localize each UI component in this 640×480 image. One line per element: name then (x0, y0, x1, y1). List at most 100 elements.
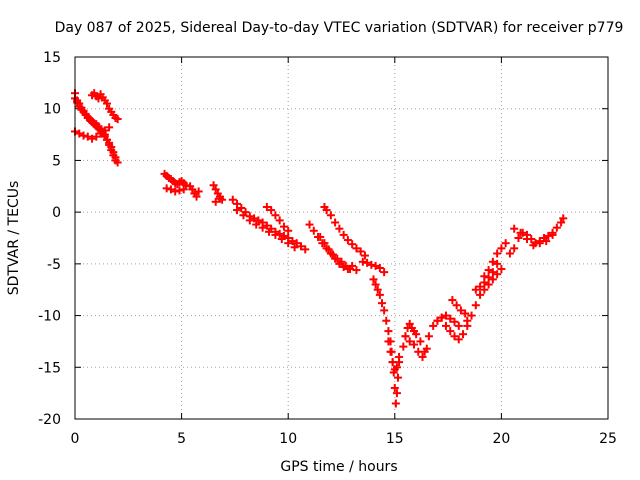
data-point (271, 211, 280, 220)
data-point (371, 280, 380, 289)
data-point (279, 222, 288, 231)
data-point (113, 115, 122, 124)
y-tick-label: 0 (52, 205, 61, 221)
data-point (267, 206, 276, 215)
data-point (162, 184, 171, 193)
data-point (358, 257, 367, 266)
data-point (392, 389, 401, 398)
data-point (437, 313, 446, 322)
data-point (380, 306, 389, 315)
y-tick-label: 15 (43, 50, 61, 66)
data-point (275, 216, 284, 225)
chart-title: Day 087 of 2025, Sidereal Day-to-day VTE… (55, 20, 624, 36)
data-point (166, 185, 175, 194)
data-point (194, 187, 203, 196)
data-point (542, 237, 551, 246)
data-point (399, 342, 408, 351)
data-point (83, 132, 92, 141)
data-point (109, 148, 118, 157)
data-points (71, 89, 568, 408)
data-point (343, 236, 352, 245)
data-point (405, 337, 414, 346)
data-point (488, 268, 497, 277)
data-point (409, 340, 418, 349)
data-point (497, 244, 506, 253)
data-point (522, 235, 531, 244)
data-point (331, 218, 340, 227)
data-point (382, 316, 391, 325)
data-point (192, 192, 201, 201)
data-point (557, 218, 566, 227)
data-point (516, 228, 525, 237)
axis-ticks (74, 56, 609, 420)
data-point (346, 265, 355, 274)
data-point (237, 204, 246, 213)
data-point (454, 321, 463, 330)
data-point (422, 344, 431, 353)
data-point (559, 214, 568, 223)
data-point (459, 330, 468, 339)
data-point (493, 259, 502, 268)
data-point (441, 321, 450, 330)
data-point (352, 266, 361, 275)
data-point (324, 245, 333, 254)
data-point (476, 282, 485, 291)
y-axis-label: SDTVAR / TECUs (6, 181, 22, 296)
data-point (111, 153, 120, 162)
data-point (480, 272, 489, 281)
x-tick-labels: 0 5 10 15 20 25 (71, 431, 617, 447)
y-tick-label: -20 (38, 412, 61, 428)
data-point (375, 263, 384, 272)
data-point (412, 330, 421, 339)
data-point (360, 251, 369, 260)
data-point (380, 268, 389, 277)
y-tick-labels: -20 -15 -10 -5 0 5 10 15 (38, 50, 61, 428)
data-point (510, 224, 519, 233)
data-point (96, 129, 105, 138)
plot-frame (74, 56, 609, 420)
data-point (476, 290, 485, 299)
data-point (328, 250, 337, 259)
data-point (510, 244, 519, 253)
data-point (250, 214, 259, 223)
y-tick-label: 5 (52, 153, 61, 169)
data-point (277, 235, 286, 244)
data-point (348, 240, 357, 249)
data-point (418, 352, 427, 361)
data-point (393, 373, 402, 382)
data-point (484, 273, 493, 282)
x-tick-label: 10 (279, 431, 297, 447)
data-point (505, 249, 514, 258)
data-point (262, 202, 271, 211)
data-point (258, 223, 267, 232)
data-point (363, 258, 372, 267)
data-point (228, 195, 237, 204)
data-point (288, 237, 297, 246)
y-tick-label: -5 (47, 257, 61, 273)
data-point (275, 229, 284, 238)
data-point (175, 186, 184, 195)
data-point (367, 260, 376, 269)
x-tick-label: 25 (599, 431, 617, 447)
data-point (373, 285, 382, 294)
data-point (215, 194, 224, 203)
data-point (414, 347, 423, 356)
data-point (454, 335, 463, 344)
data-point (395, 352, 404, 361)
data-point (73, 98, 82, 107)
data-point (501, 239, 510, 248)
data-point (265, 227, 274, 236)
data-point (488, 257, 497, 266)
data-point (100, 126, 109, 135)
data-point (392, 363, 401, 372)
data-point (446, 327, 455, 336)
data-point (102, 99, 111, 108)
data-point (341, 261, 350, 270)
data-point (405, 319, 414, 328)
data-point (316, 232, 325, 241)
data-point (211, 197, 220, 206)
data-point (401, 332, 410, 341)
data-point (94, 94, 103, 103)
data-point (544, 231, 553, 240)
